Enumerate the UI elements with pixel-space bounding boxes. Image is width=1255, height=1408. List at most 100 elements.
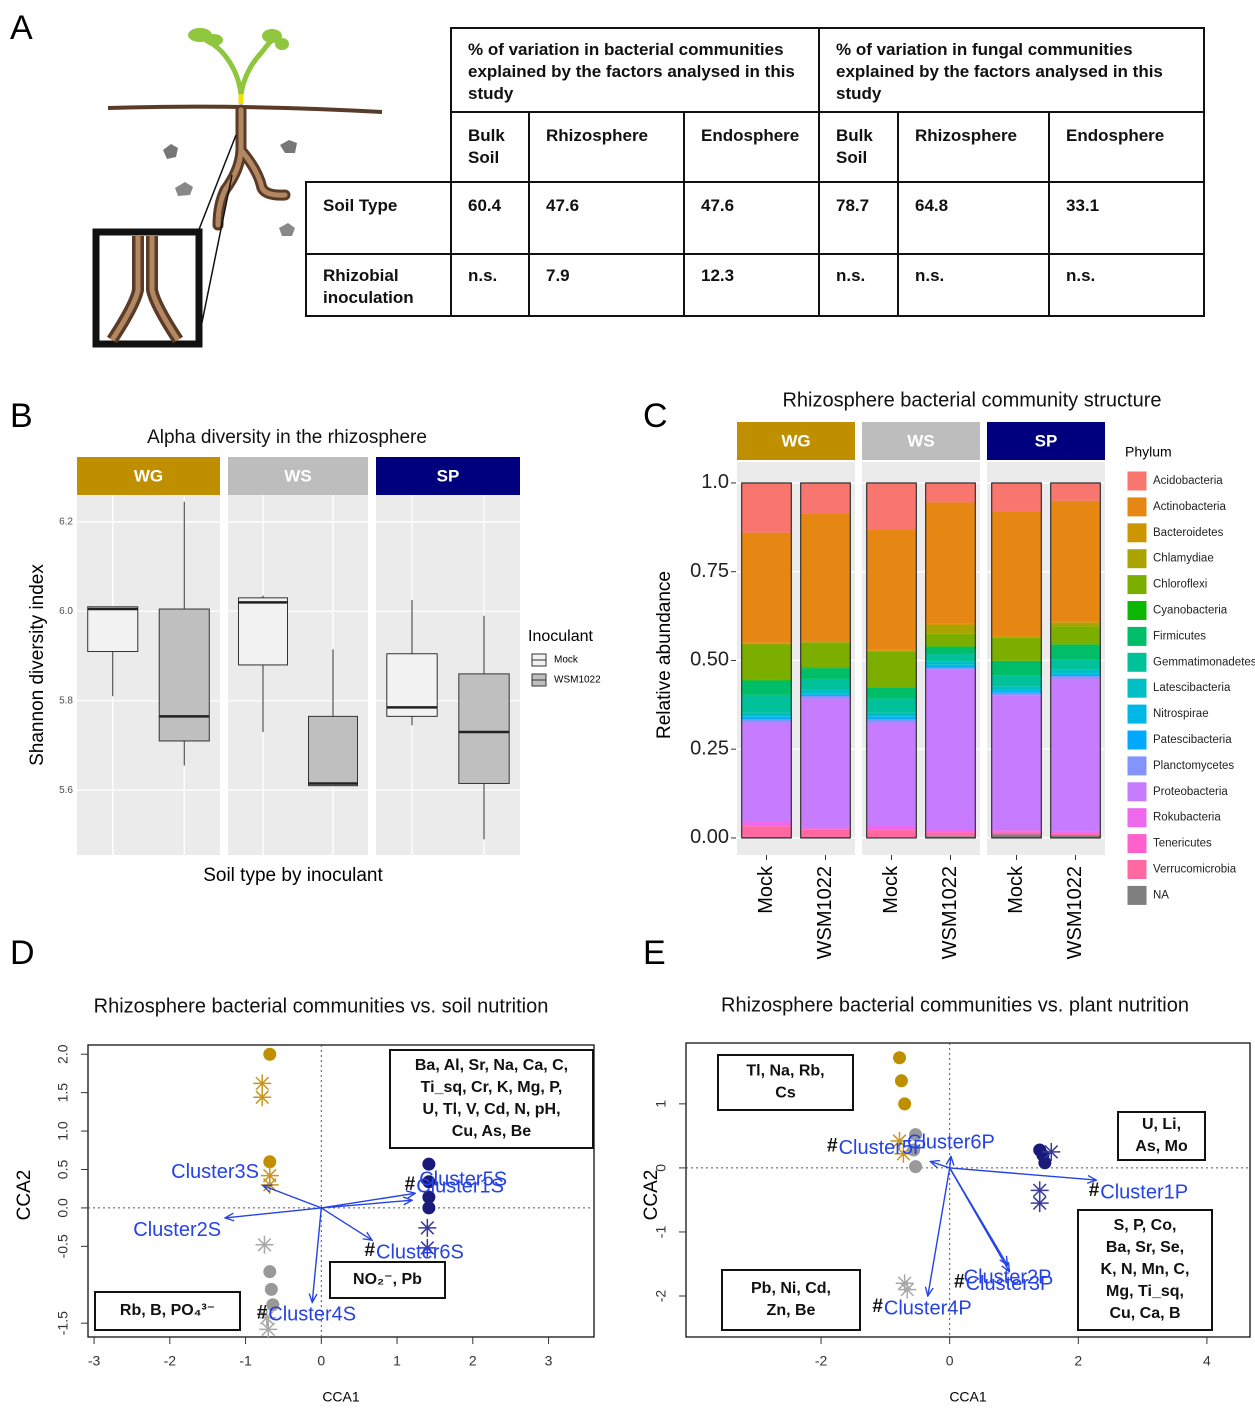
y-tick-label: 5.6 bbox=[59, 785, 73, 796]
bar-segment bbox=[926, 634, 976, 646]
table-cell: 47.6 bbox=[529, 182, 684, 254]
bar-segment bbox=[1051, 831, 1101, 833]
table-cell: 47.6 bbox=[684, 182, 819, 254]
x-tick-label: -2 bbox=[815, 1353, 828, 1369]
subheader-cell: Endosphere bbox=[1049, 112, 1204, 182]
table-cell: 64.8 bbox=[898, 182, 1049, 254]
table-cell: n.s. bbox=[451, 254, 529, 316]
bar-segment bbox=[867, 716, 917, 718]
point bbox=[893, 1051, 906, 1064]
text-box-line: Rb, B, PO₄³⁻ bbox=[120, 1302, 215, 1319]
point bbox=[263, 1048, 276, 1061]
legend-swatch bbox=[1127, 523, 1147, 543]
bar-segment bbox=[926, 668, 976, 670]
significance-mark: # bbox=[1089, 1180, 1100, 1201]
legend-label: Tenericutes bbox=[1153, 838, 1212, 850]
significance-mark: # bbox=[257, 1302, 268, 1323]
y-axis-label: CCA2 bbox=[14, 1170, 35, 1221]
x-tick-label: Mock bbox=[880, 865, 902, 914]
bar-segment bbox=[867, 687, 917, 688]
bar-segment bbox=[867, 688, 917, 699]
text-box-line: As, Mo bbox=[1135, 1138, 1188, 1155]
text-box-line: S, P, Co, bbox=[1114, 1217, 1177, 1234]
bar-segment bbox=[742, 483, 792, 533]
bar-segment bbox=[1051, 679, 1101, 832]
table-cell: n.s. bbox=[819, 254, 898, 316]
bar-segment bbox=[742, 695, 792, 713]
bar-segment bbox=[926, 625, 976, 634]
box bbox=[459, 674, 509, 784]
arrow-label: Cluster2S bbox=[133, 1219, 221, 1241]
legend-swatch bbox=[1127, 704, 1147, 724]
header-cell: % of variation in fungal communities exp… bbox=[819, 28, 1204, 112]
x-tick-label: Mock bbox=[755, 865, 777, 914]
bar-segment bbox=[801, 641, 851, 642]
y-tick-label: 0.75 bbox=[690, 560, 729, 582]
bar-segment bbox=[1051, 501, 1101, 622]
y-axis-label: CCA2 bbox=[641, 1170, 662, 1221]
panel-label: D bbox=[10, 934, 35, 972]
legend-label: Verrucomicrobia bbox=[1153, 864, 1237, 876]
bar-segment bbox=[1051, 659, 1101, 670]
bar-segment bbox=[992, 695, 1042, 830]
x-tick-label: -2 bbox=[164, 1353, 177, 1369]
y-tick-label: 1.0 bbox=[701, 471, 729, 493]
bar-segment bbox=[867, 650, 917, 651]
bar-segment bbox=[867, 719, 917, 723]
legend-swatch bbox=[1127, 652, 1147, 672]
text-box-line: Pb, Ni, Cd, bbox=[751, 1280, 831, 1297]
legend-label: Mock bbox=[554, 655, 579, 666]
x-tick-label: WSM1022 bbox=[814, 866, 836, 959]
legend-swatch bbox=[1127, 782, 1147, 802]
bar-segment bbox=[867, 829, 917, 830]
bar-segment bbox=[1051, 833, 1101, 834]
arrow-label: Cluster4S bbox=[268, 1304, 356, 1326]
bar-segment bbox=[992, 834, 1042, 838]
bar-segment bbox=[992, 662, 1042, 676]
y-tick-label: -2 bbox=[653, 1290, 669, 1303]
bar-segment bbox=[801, 698, 851, 827]
significance-mark: # bbox=[364, 1240, 375, 1261]
bar-segment bbox=[801, 693, 851, 695]
y-tick-label: 1 bbox=[653, 1100, 669, 1108]
legend-swatch bbox=[1127, 601, 1147, 621]
panel-label: B bbox=[10, 397, 33, 435]
y-tick-label: 0.50 bbox=[690, 649, 729, 671]
bar-segment bbox=[992, 637, 1042, 638]
bar-segment bbox=[1051, 673, 1101, 675]
subheader-cell: Bulk Soil bbox=[451, 112, 529, 182]
y-axis-label: Shannon diversity index bbox=[27, 564, 48, 766]
bar-segment bbox=[801, 643, 851, 668]
bar-segment bbox=[926, 647, 976, 654]
bar-segment bbox=[926, 483, 976, 503]
point bbox=[1038, 1156, 1051, 1169]
bar-segment bbox=[867, 713, 917, 717]
bar-segment bbox=[742, 718, 792, 719]
header-cell: % of variation in bacterial communities … bbox=[451, 28, 819, 112]
page: ABCDEWGWSSP5.65.86.06.2Alpha diversity i… bbox=[0, 0, 1255, 1408]
bar-segment bbox=[926, 833, 976, 837]
arrow-label: Cluster3S bbox=[171, 1161, 259, 1183]
legend-label: Bacteroidetes bbox=[1153, 527, 1224, 539]
legend-label: Nitrospirae bbox=[1153, 708, 1209, 720]
point bbox=[898, 1097, 911, 1110]
legend-label: Chlamydiae bbox=[1153, 553, 1214, 565]
bar-segment bbox=[992, 830, 1042, 832]
bar-segment bbox=[926, 623, 976, 625]
bar-segment bbox=[742, 643, 792, 644]
table-cell: 33.1 bbox=[1049, 182, 1204, 254]
legend-title: Inoculant bbox=[528, 628, 593, 645]
bar-segment bbox=[742, 680, 792, 681]
bar-segment bbox=[867, 723, 917, 826]
bar-segment bbox=[742, 723, 792, 822]
legend-swatch bbox=[1127, 497, 1147, 517]
bar-segment bbox=[1051, 645, 1101, 659]
chart-title: Rhizosphere bacterial communities vs. pl… bbox=[721, 994, 1189, 1016]
bar-segment bbox=[992, 676, 1042, 687]
bar-segment bbox=[992, 636, 1042, 637]
point bbox=[895, 1074, 908, 1087]
legend-label: Gemmatimonadetes bbox=[1153, 656, 1255, 668]
bar-segment bbox=[992, 638, 1042, 661]
legend-label: Patescibacteria bbox=[1153, 734, 1232, 746]
